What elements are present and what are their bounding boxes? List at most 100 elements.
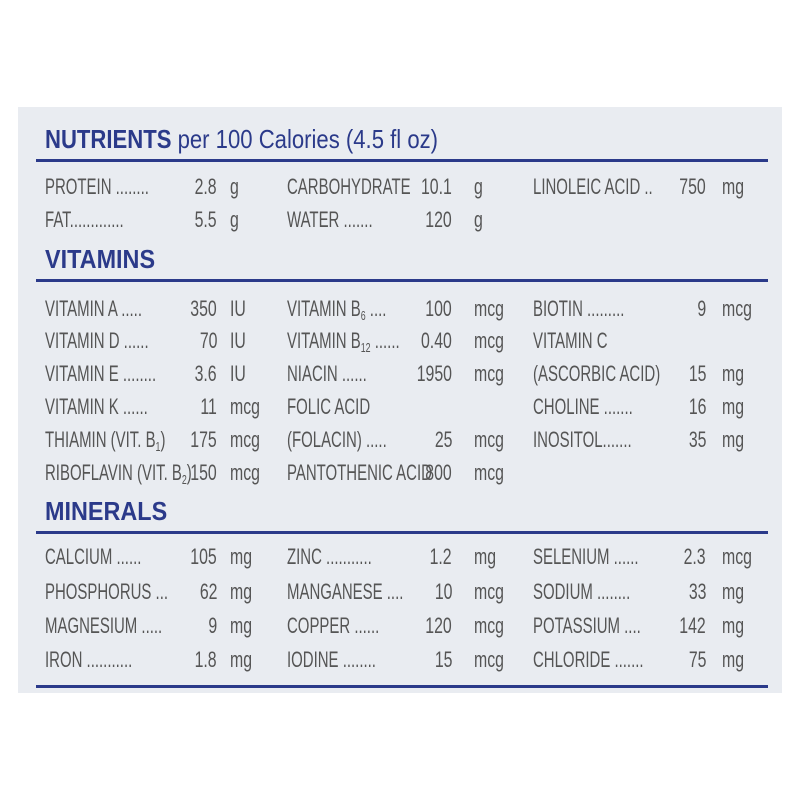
nutrient-row: SELENIUM ...... 2.3 mcg xyxy=(533,543,772,571)
nutrient-value: 33 xyxy=(688,579,706,604)
nutrient-name: (ASCORBIC ACID) xyxy=(533,361,661,386)
nutrient-unit: g xyxy=(230,174,239,199)
nutrient-name: CHLORIDE ....... xyxy=(533,647,644,672)
nutrient-name: IODINE ........ xyxy=(287,647,376,672)
nutrient-name: VITAMIN C xyxy=(533,328,608,353)
nutrient-unit: mcg xyxy=(474,427,504,452)
nutrient-unit: IU xyxy=(230,361,246,386)
nutrient-value: 10 xyxy=(434,579,452,604)
nutrient-value: 11 xyxy=(200,394,217,419)
nutrient-value: 1.8 xyxy=(194,647,217,672)
nutrient-name: NIACIN ...... xyxy=(287,361,367,386)
nutrient-unit: mg xyxy=(230,544,253,569)
nutrient-value: 3.6 xyxy=(194,361,217,386)
nutrient-value: 10.1 xyxy=(421,174,452,199)
nutrient-name: IRON ........... xyxy=(45,647,133,672)
nutrient-value: 350 xyxy=(190,296,217,321)
divider xyxy=(36,531,768,534)
nutrient-value: 9 xyxy=(208,613,217,638)
nutrient-name: LINOLEIC ACID .. xyxy=(533,174,653,199)
nutrient-value: 150 xyxy=(190,460,217,485)
nutrient-unit: mcg xyxy=(474,647,504,672)
nutrient-value: 100 xyxy=(425,296,452,321)
nutrient-name: (FOLACIN) ..... xyxy=(287,427,387,452)
nutrient-value: 105 xyxy=(190,544,217,569)
nutrient-value: 5.5 xyxy=(194,207,217,232)
nutrient-unit: mcg xyxy=(230,427,260,452)
nutrient-name: COPPER ...... xyxy=(287,613,380,638)
nutrient-name: VITAMIN A ..... xyxy=(45,296,142,321)
nutrient-value: 120 xyxy=(425,207,452,232)
nutrient-unit: mg xyxy=(722,174,745,199)
nutrient-row: VITAMIN B12 ...... 0.40 mcg xyxy=(287,327,524,355)
nutrient-value: 62 xyxy=(199,579,217,604)
nutrient-name: INOSITOL....... xyxy=(533,427,632,452)
nutrient-row: PROTEIN ........ 2.8 g xyxy=(45,173,280,201)
nutrient-value: 2.3 xyxy=(683,544,706,569)
nutrient-row: IODINE ........ 15 mcg xyxy=(287,646,524,674)
section-heading: VITAMINS xyxy=(45,244,156,274)
nutrient-unit: mg xyxy=(722,647,745,672)
nutrient-row: VITAMIN B6 .... 100 mcg xyxy=(287,295,524,323)
nutrient-name: MANGANESE .... xyxy=(287,579,404,604)
nutrient-row: BIOTIN ......... 9 mcg xyxy=(533,295,772,323)
nutrient-row: CHLORIDE ....... 75 mg xyxy=(533,646,772,674)
nutrient-row: IRON ........... 1.8 mg xyxy=(45,646,280,674)
nutrient-value: 70 xyxy=(199,328,217,353)
nutrient-name: POTASSIUM .... xyxy=(533,613,641,638)
nutrient-row: PHOSPHORUS ... 62 mg xyxy=(45,578,280,606)
nutrient-value: 750 xyxy=(679,174,706,199)
nutrient-row: VITAMIN E ........ 3.6 IU xyxy=(45,360,280,388)
nutrient-name: RIBOFLAVIN (VIT. B2) xyxy=(45,460,192,487)
nutrient-value: 75 xyxy=(688,647,706,672)
nutrient-unit: mg xyxy=(722,613,745,638)
nutrient-row: VITAMIN C xyxy=(533,327,772,355)
nutrient-name: THIAMIN (VIT. B1) xyxy=(45,427,166,454)
nutrient-unit: mcg xyxy=(230,394,260,419)
nutrient-name: FOLIC ACID xyxy=(287,394,371,419)
divider xyxy=(36,159,768,162)
nutrient-name: VITAMIN D ...... xyxy=(45,328,149,353)
nutrient-name: FAT............. xyxy=(45,207,124,232)
nutrient-unit: mcg xyxy=(474,613,504,638)
nutrient-row: INOSITOL....... 35 mg xyxy=(533,426,772,454)
nutrient-unit: mg xyxy=(722,394,745,419)
nutrient-value: 1950 xyxy=(416,361,452,386)
nutrient-unit: IU xyxy=(230,296,246,321)
nutrient-row: FOLIC ACID xyxy=(287,393,524,421)
nutrient-unit: g xyxy=(230,207,239,232)
nutrient-name: WATER ....... xyxy=(287,207,373,232)
nutrient-name: BIOTIN ......... xyxy=(533,296,625,321)
nutrient-name: VITAMIN E ........ xyxy=(45,361,157,386)
nutrient-name: MAGNESIUM ..... xyxy=(45,613,163,638)
nutrient-name: CALCIUM ...... xyxy=(45,544,142,569)
nutrient-unit: mg xyxy=(474,544,497,569)
nutrient-unit: mg xyxy=(230,579,253,604)
nutrient-unit: mcg xyxy=(474,296,504,321)
nutrient-unit: mcg xyxy=(230,460,260,485)
nutrient-row: SODIUM ........ 33 mg xyxy=(533,578,772,606)
nutrient-value: 25 xyxy=(434,427,452,452)
nutrient-row: VITAMIN A ..... 350 IU xyxy=(45,295,280,323)
nutrient-unit: g xyxy=(474,174,483,199)
nutrient-unit: IU xyxy=(230,328,246,353)
nutrient-row: VITAMIN D ...... 70 IU xyxy=(45,327,280,355)
nutrient-unit: mg xyxy=(722,579,745,604)
nutrient-value: 1.2 xyxy=(429,544,452,569)
nutrient-value: 0.40 xyxy=(421,328,452,353)
nutrient-row: CARBOHYDRATE 10.1 g xyxy=(287,173,524,201)
nutrient-unit: mcg xyxy=(722,296,752,321)
nutrient-row: VITAMIN K ...... 11 mcg xyxy=(45,393,280,421)
nutrient-value: 15 xyxy=(434,647,452,672)
nutrient-name: PHOSPHORUS ... xyxy=(45,579,169,604)
nutrient-value: 142 xyxy=(679,613,706,638)
nutrient-name: CARBOHYDRATE xyxy=(287,174,411,199)
nutrient-name: ZINC ........... xyxy=(287,544,372,569)
nutrient-row: POTASSIUM .... 142 mg xyxy=(533,612,772,640)
nutrient-row: MAGNESIUM ..... 9 mg xyxy=(45,612,280,640)
nutrient-unit: mg xyxy=(230,613,253,638)
nutrient-unit: mcg xyxy=(474,579,504,604)
nutrient-name: VITAMIN B6 .... xyxy=(287,296,387,323)
divider xyxy=(36,685,768,688)
nutrient-row: MANGANESE .... 10 mcg xyxy=(287,578,524,606)
